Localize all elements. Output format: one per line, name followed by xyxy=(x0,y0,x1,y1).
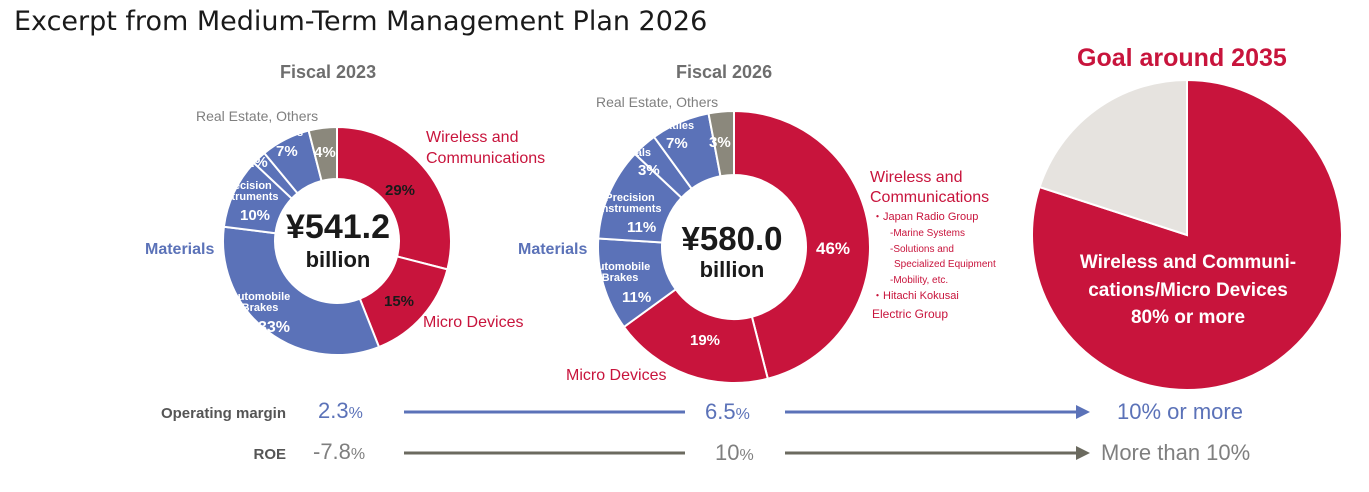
subitem: -Solutions and xyxy=(890,243,954,255)
roe-label: ROE xyxy=(253,446,286,463)
roe-fy2023: -7.8% xyxy=(313,439,366,464)
fy2023-seg-precision-name: Precision Instruments xyxy=(215,180,279,203)
fy2023-seg-chemicals-name: Chemicals xyxy=(207,140,263,152)
fy2023-slice-0 xyxy=(336,125,452,271)
fy2023-seg-textiles-name: Textiles xyxy=(263,127,304,139)
fy2023-title: Fiscal 2023 xyxy=(280,62,377,82)
fy2026-donut xyxy=(597,109,871,384)
fy2026-seg-chemicals-name: Chemicals xyxy=(596,147,652,159)
fy2026-title: Fiscal 2026 xyxy=(676,62,773,82)
operating-margin-label: Operating margin xyxy=(160,405,286,422)
fy2026-seg-brakes-name: Automobile Brakes xyxy=(589,261,651,284)
fy2023-seg-micro-pct: 15% xyxy=(384,293,415,310)
fy2026-wireless-subitems: ・Japan Radio Group -Marine Systems -Solu… xyxy=(872,209,1032,324)
fy2026-center-unit: billion xyxy=(699,257,765,282)
fy2026-seg-textiles-name: Textiles xyxy=(654,120,695,132)
fy2026-seg-precision-name: Precision Instruments xyxy=(598,192,662,215)
subitem: ・Hitachi Kokusai xyxy=(872,290,959,303)
fy2023-seg-wireless-pct: 29% xyxy=(385,182,416,199)
fy2023-seg-brakes-name: Automobile Brakes xyxy=(229,291,291,314)
fy2023-slice-2 xyxy=(222,225,381,356)
fy2023-center-unit: billion xyxy=(305,247,371,272)
fy2023-seg-precision-pct: 10% xyxy=(240,207,271,224)
fy2026-seg-wireless-pct: 46% xyxy=(816,239,851,258)
fy2026-seg-brakes-pct: 11% xyxy=(622,289,652,306)
op-margin-goal: 10% or more xyxy=(1117,399,1243,424)
fy2026-slice-6 xyxy=(707,109,735,178)
fy2023-label-wireless: Wireless and Communications xyxy=(426,129,546,167)
fy2026-slice-0 xyxy=(733,109,871,380)
roe-fy2026: 10% xyxy=(715,440,754,465)
subitem: Specialized Equipment xyxy=(894,259,996,271)
goal-title: Goal around 2035 xyxy=(1077,44,1287,72)
fy2026-seg-realestate-pct: 3% xyxy=(709,134,731,151)
fy2023-label-realestate: Real Estate, Others xyxy=(196,108,319,124)
subitem: -Mobility, etc. xyxy=(890,274,949,286)
fy2023-donut xyxy=(222,125,452,356)
fy2026-label-materials: Materials xyxy=(518,241,588,258)
goal-pie xyxy=(1031,78,1343,391)
goal-slice-1 xyxy=(1038,78,1188,237)
page-title: Excerpt from Medium-Term Management Plan… xyxy=(14,6,708,37)
fy2026-seg-textiles-pct: 7% xyxy=(666,135,688,152)
fy2026-seg-precision-pct: 11% xyxy=(627,219,657,236)
fy2023-label-micro: Micro Devices xyxy=(423,314,524,331)
goal-slice-label: Wireless and Communi- cations/Micro Devi… xyxy=(1079,252,1297,329)
subitem: ・Japan Radio Group xyxy=(872,211,979,223)
fy2023-seg-realestate-pct: 4% xyxy=(314,144,336,161)
op-margin-fy2023: 2.3% xyxy=(318,398,363,423)
fy2026-label-wireless: Wireless and Communications xyxy=(870,169,990,206)
roe-goal: More than 10% xyxy=(1101,440,1251,465)
fy2026-seg-micro-pct: 19% xyxy=(690,332,721,349)
fy2023-seg-brakes-pct: 33% xyxy=(258,319,291,336)
op-margin-fy2026: 6.5% xyxy=(705,399,750,424)
fy2026-center-value: ¥580.0 xyxy=(681,220,783,257)
fy2023-center-value: ¥541.2 xyxy=(286,208,390,246)
subitem: -Marine Systems xyxy=(890,228,966,240)
fy2026-label-micro: Micro Devices xyxy=(566,367,667,384)
fy2026-label-realestate: Real Estate, Others xyxy=(596,94,719,110)
fy2023-slice-6 xyxy=(307,125,338,183)
fy2023-label-materials: Materials xyxy=(145,241,215,258)
fy2026-seg-chemicals-pct: 3% xyxy=(638,162,660,179)
fy2023-seg-textiles-pct: 7% xyxy=(276,143,298,160)
fy2023-seg-chemicals-pct: 2% xyxy=(246,154,268,171)
subitem: Electric Group xyxy=(872,307,949,322)
